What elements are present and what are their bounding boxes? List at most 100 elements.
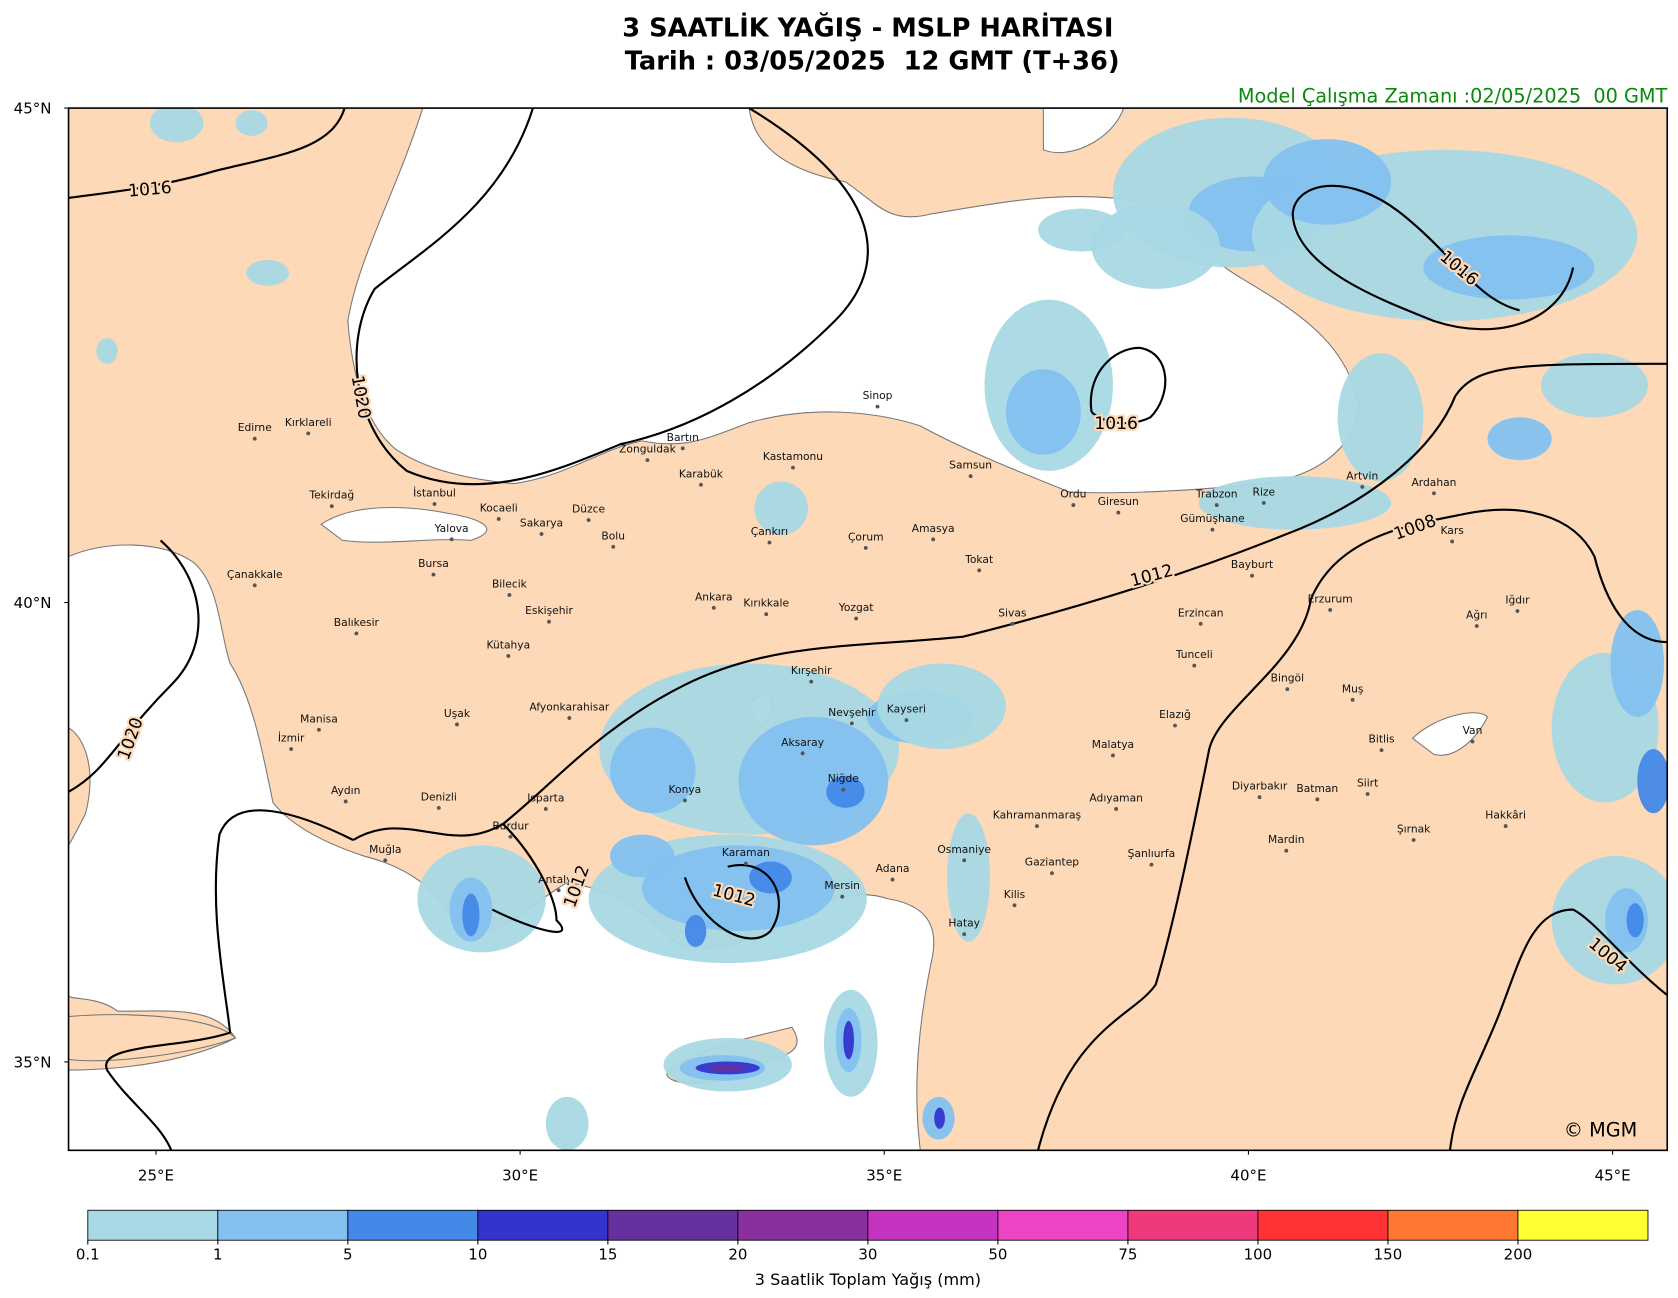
city-dot xyxy=(764,612,769,617)
isobar-line xyxy=(105,809,354,1151)
rain-area xyxy=(843,1020,854,1060)
rain-area xyxy=(1637,749,1668,814)
y-tick-label: 40°N xyxy=(14,594,52,612)
city-label: Gaziantep xyxy=(1025,856,1079,869)
city-label: Konya xyxy=(669,783,702,796)
city-label: Kahramanmaraş xyxy=(993,809,1082,822)
rain-area xyxy=(1262,139,1392,225)
city-label: Çankırı xyxy=(751,525,788,538)
city-label: Tekirdağ xyxy=(308,489,354,502)
city-dot xyxy=(841,787,846,792)
city-label: Gümüşhane xyxy=(1180,512,1244,525)
city-label: Erzincan xyxy=(1178,606,1224,619)
city-label: Trabzon xyxy=(1195,488,1238,501)
rain-area xyxy=(738,716,889,846)
colorbar-bin xyxy=(217,1209,349,1241)
isobar-line xyxy=(1036,508,1668,1151)
city-label: Manisa xyxy=(300,712,338,725)
city-dot xyxy=(1257,795,1262,800)
city-dot xyxy=(539,532,544,536)
city-label: Iğdır xyxy=(1505,594,1530,607)
city-dot xyxy=(962,932,967,937)
city-label: Giresun xyxy=(1098,495,1139,508)
city-dot xyxy=(1210,527,1215,532)
city-dot xyxy=(1114,807,1119,811)
colorbar-bin xyxy=(1387,1209,1519,1241)
city-dot xyxy=(1379,748,1384,753)
city-label: Bingöl xyxy=(1271,672,1304,685)
colorbar-bin xyxy=(1517,1209,1649,1241)
city-label: Aksaray xyxy=(781,736,824,749)
city-label: Malatya xyxy=(1092,738,1134,751)
isobar-line xyxy=(1089,346,1167,425)
colorbar-tick-label: 10 xyxy=(468,1245,487,1263)
city-label: Nevşehir xyxy=(828,706,876,719)
colorbar-tick-label: 75 xyxy=(1118,1245,1137,1263)
sea-of-azov xyxy=(1042,108,1125,154)
rain-area xyxy=(1337,353,1424,482)
rain-area xyxy=(1198,476,1392,530)
rain-area xyxy=(877,663,1006,750)
city-dot xyxy=(547,619,551,624)
colorbar-bin xyxy=(1257,1209,1389,1241)
colorbar-bin xyxy=(347,1209,479,1241)
city-dot xyxy=(711,605,716,610)
rain-area xyxy=(462,893,480,937)
city-dot xyxy=(977,568,982,573)
colorbar-bin xyxy=(87,1209,219,1241)
city-label: Bayburt xyxy=(1231,558,1273,571)
title: 3 SAATLİK YAĞIŞ - MSLP HARİTASI xyxy=(622,11,1113,43)
city-label: Ardahan xyxy=(1411,476,1456,489)
city-label: Sakarya xyxy=(520,516,563,529)
city-label: Amasya xyxy=(912,522,955,535)
city-label: Batman xyxy=(1296,782,1338,795)
city-label: Burdur xyxy=(492,819,529,832)
city-dot xyxy=(904,718,909,723)
rain-area xyxy=(684,914,707,948)
city-dot xyxy=(767,540,772,545)
city-label: Balıkesir xyxy=(334,616,380,629)
city-dot xyxy=(1250,573,1254,578)
rain-area xyxy=(1423,235,1595,300)
city-dot xyxy=(1010,621,1015,626)
city-dot xyxy=(1261,501,1266,505)
city-dot xyxy=(1360,484,1365,489)
y-tick-label: 35°N xyxy=(14,1053,52,1071)
city-dot xyxy=(682,798,687,803)
city-label: Diyarbakır xyxy=(1232,780,1288,793)
colorbar-tick-label: 15 xyxy=(598,1245,617,1263)
city-label: Yalova xyxy=(434,522,469,535)
city-dot xyxy=(875,404,880,409)
city-label: Muş xyxy=(1342,682,1364,695)
city-label: Hakkâri xyxy=(1485,809,1526,822)
city-dot xyxy=(586,518,591,522)
colorbar-bin xyxy=(1127,1209,1259,1241)
city-label: Kırşehir xyxy=(791,664,832,677)
axes: 25°E 30°E 35°E 40°E 45°E 45°N 40°N 35°N xyxy=(14,99,1631,1184)
city-dot xyxy=(890,877,895,882)
city-dot xyxy=(329,504,334,509)
colorbar-tick-label: 1 xyxy=(213,1245,223,1263)
city-label: Artvin xyxy=(1346,469,1378,482)
city-label: Edirne xyxy=(238,421,272,434)
x-tick-label: 45°E xyxy=(1595,1166,1631,1184)
city-label: Zonguldak xyxy=(619,443,676,456)
city-dot xyxy=(431,572,436,577)
rain-area xyxy=(1540,353,1648,418)
city-label: Osmaniye xyxy=(937,843,991,856)
city-dot xyxy=(1111,753,1115,758)
rain-area xyxy=(708,1064,747,1072)
rain-area xyxy=(1005,369,1081,455)
city-label: Bursa xyxy=(418,557,449,570)
city-dot xyxy=(1149,862,1154,867)
city-dot xyxy=(306,431,311,436)
colorbar-label: 3 Saatlik Toplam Yağış (mm) xyxy=(755,1270,981,1289)
city-dot xyxy=(1515,609,1520,613)
city-label: Adıyaman xyxy=(1089,791,1142,804)
city-dot xyxy=(854,616,859,621)
city-dot xyxy=(680,446,685,451)
city-label: Kocaeli xyxy=(480,501,518,514)
